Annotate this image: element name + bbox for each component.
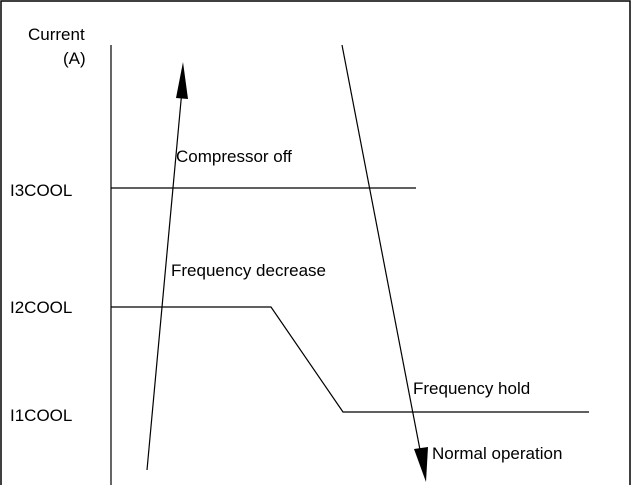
fall-arrow (341, 44, 422, 456)
region-label: Frequency hold (413, 379, 530, 398)
level-label: I3COOL (10, 181, 72, 200)
region-label: Normal operation (432, 444, 562, 463)
rise-arrow (146, 89, 183, 471)
level-label: I2COOL (10, 298, 72, 317)
level-label: I1COOL (10, 406, 72, 425)
arrow-head (176, 62, 188, 99)
axis-label: Current (28, 25, 85, 44)
threshold-line (111, 306, 589, 413)
region-label: Frequency decrease (171, 261, 326, 280)
region-label: Compressor off (176, 147, 292, 166)
arrow-head (414, 447, 428, 482)
axis-unit: (A) (63, 49, 86, 68)
